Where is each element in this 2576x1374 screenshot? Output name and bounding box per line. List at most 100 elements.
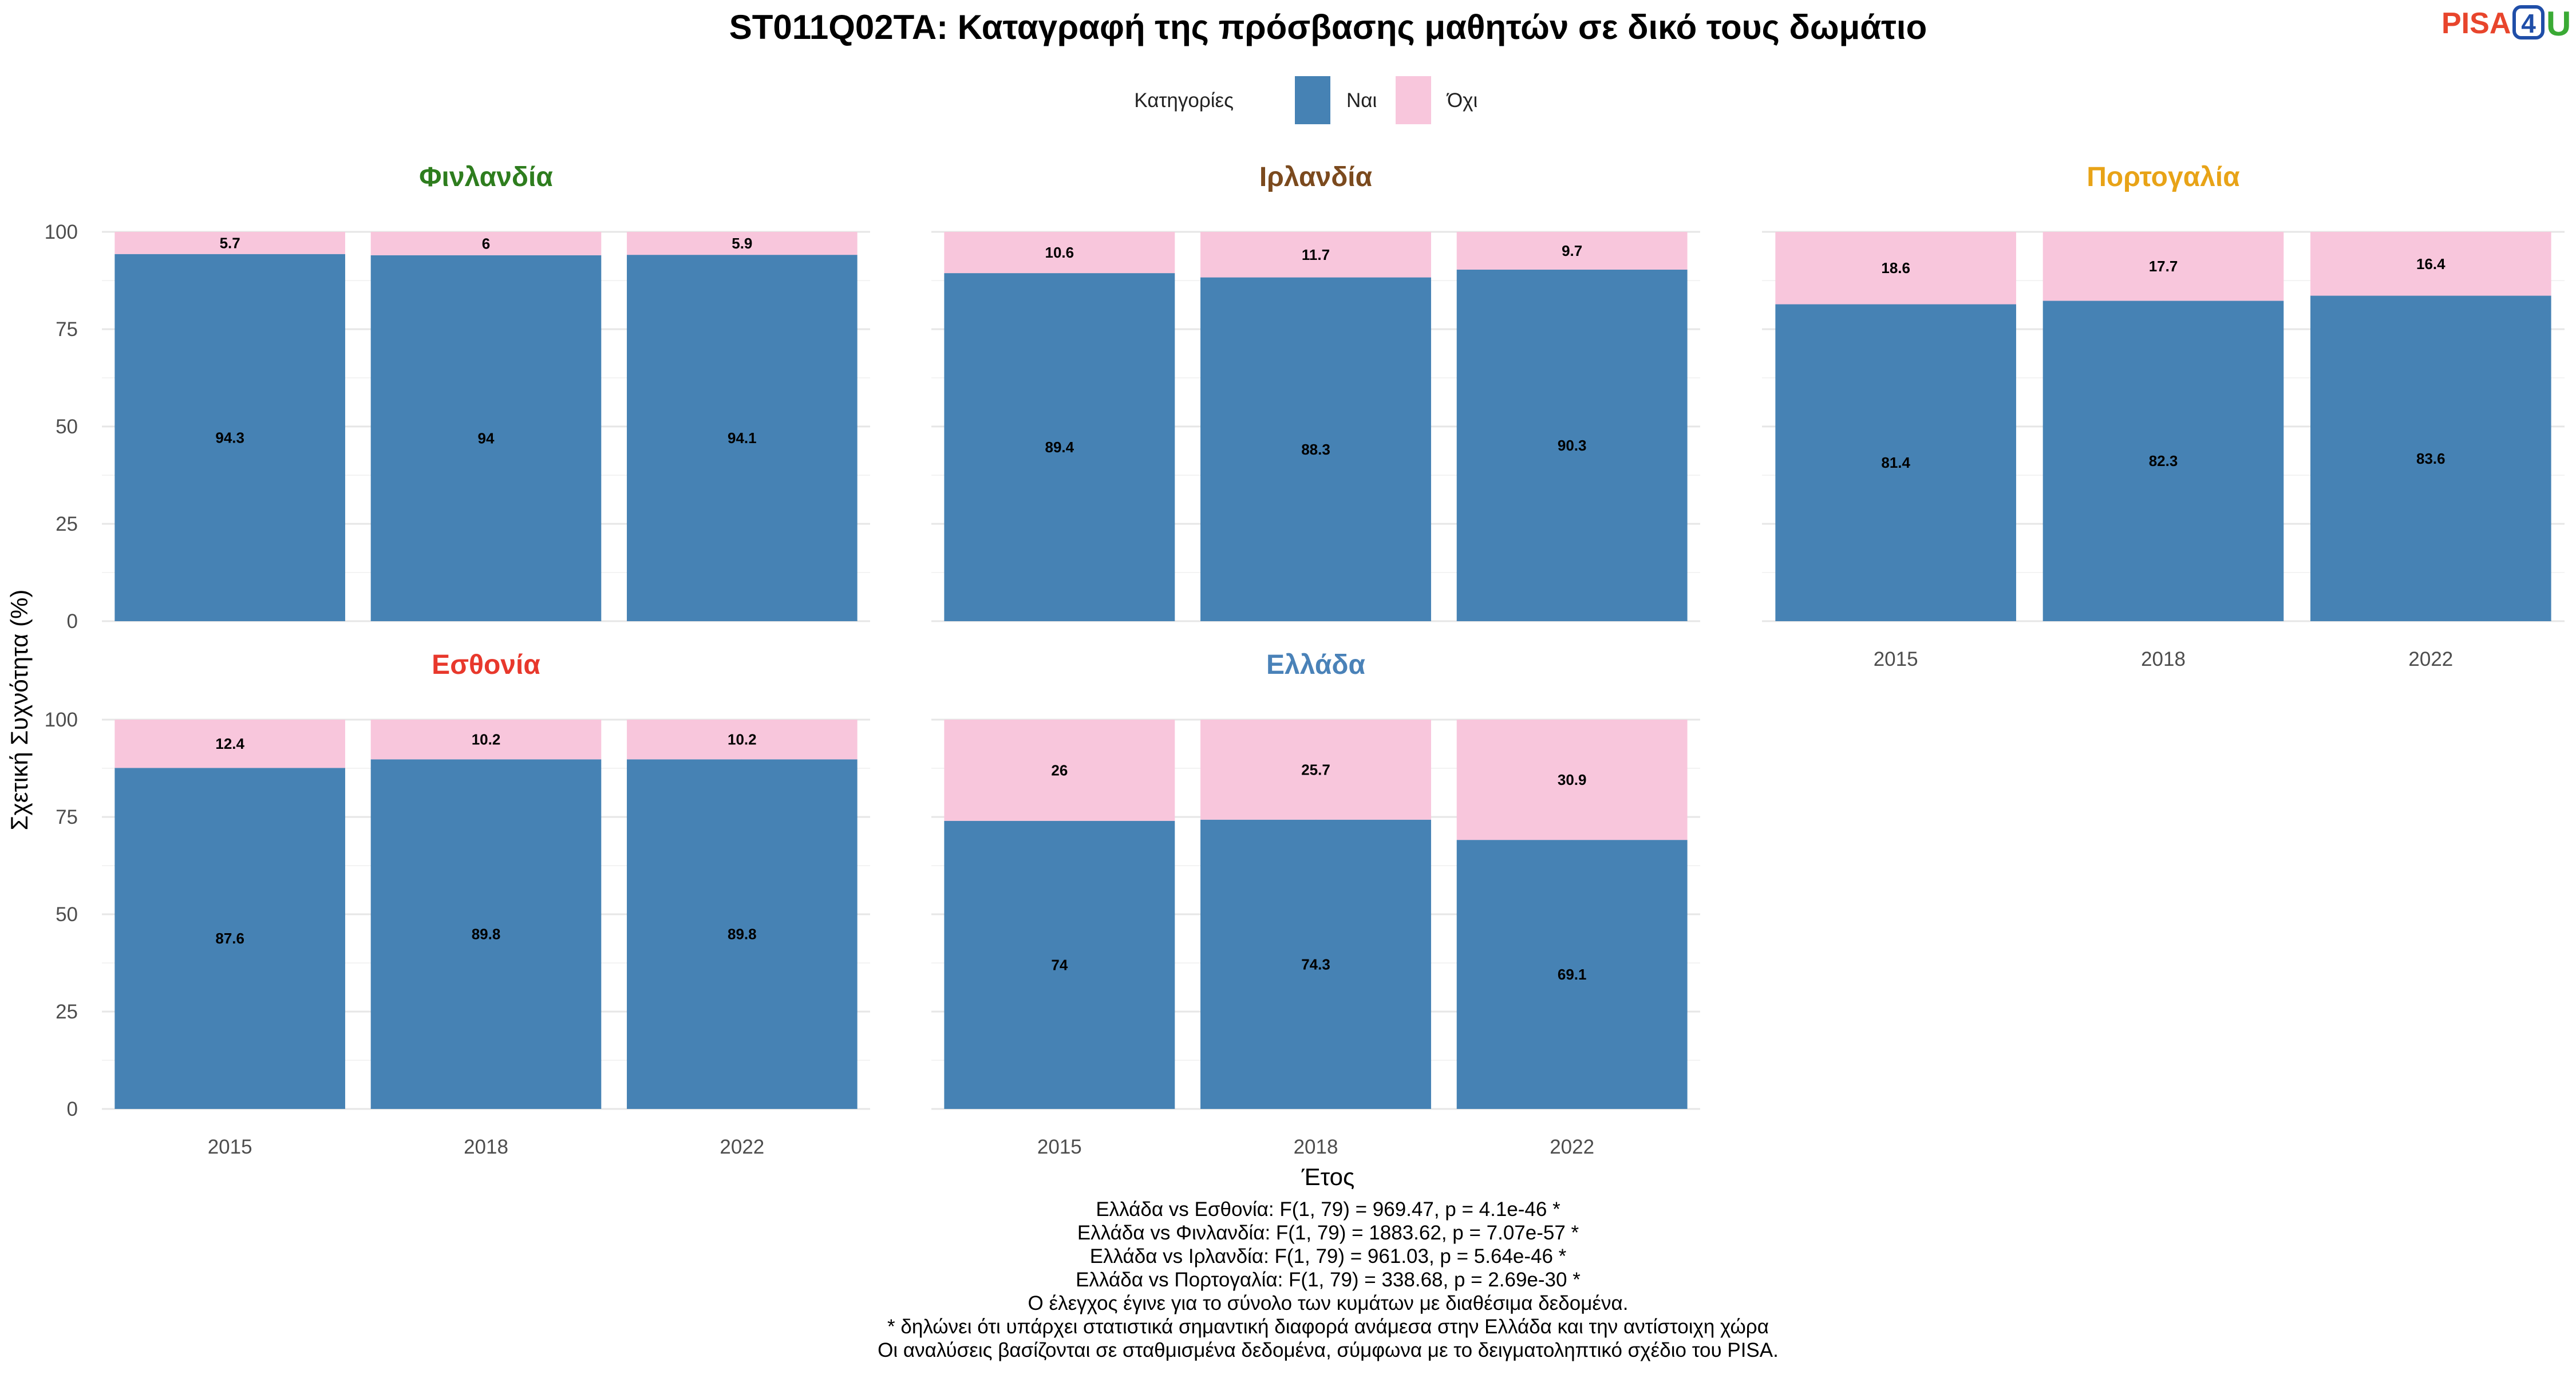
bar-segment-yes [2042, 301, 2284, 621]
legend-swatch-no [1396, 76, 1431, 124]
data-label: 10.2 [472, 731, 501, 748]
bar-segment-no [627, 720, 858, 760]
data-label: 12.4 [215, 735, 244, 752]
bar-segment-yes [370, 255, 602, 621]
legend-label-no: Όχι [1446, 89, 1477, 112]
data-label: 89.8 [728, 926, 757, 943]
y-tick-label: 75 [56, 806, 78, 828]
data-label: 10.6 [1045, 244, 1074, 261]
bar-segment-yes [370, 759, 602, 1109]
data-label: 6 [482, 235, 490, 252]
bar-segment-yes [1200, 819, 1431, 1109]
x-tick-label: 2018 [1294, 1136, 1338, 1158]
panel-title: Ιρλανδία [1259, 162, 1373, 192]
data-label: 9.7 [1562, 242, 1582, 259]
bar-segment-no [370, 232, 602, 255]
footnote-line: Ελλάδα vs Φινλανδία: F(1, 79) = 1883.62,… [1077, 1222, 1579, 1244]
panel-1: Φινλανδία 0 25 50 75 100 94.3 5.7 94 6 94.1 5.9 [45, 162, 870, 633]
data-label: 30.9 [1558, 771, 1587, 788]
bar-segment-no [2310, 232, 2551, 296]
bar-segment-no [1200, 232, 1431, 278]
data-label: 25.7 [1301, 761, 1330, 778]
bar-segment-no [627, 232, 858, 255]
bar-segment-yes [944, 820, 1175, 1109]
bar-segment-no [114, 720, 345, 768]
footnote-line: Ελλάδα vs Ιρλανδία: F(1, 79) = 961.03, p… [1090, 1245, 1567, 1268]
data-label: 94.1 [728, 429, 757, 447]
bar-segment-no [1456, 720, 1688, 840]
panel-title: Ελλάδα [1266, 650, 1365, 680]
data-label: 89.4 [1045, 439, 1074, 456]
y-tick-label: 0 [67, 610, 78, 633]
data-label: 26 [1051, 761, 1068, 779]
footnote-line: Ελλάδα vs Εσθονία: F(1, 79) = 969.47, p … [1096, 1198, 1560, 1221]
panel-title: Εσθονία [432, 650, 540, 680]
bar-segment-no [1456, 232, 1688, 270]
panels: Φινλανδία 0 25 50 75 100 94.3 5.7 94 6 94.1 5.9 Ιρλα… [45, 162, 2565, 1158]
bar-segment-yes [1775, 304, 2016, 621]
x-tick-label: 2022 [2408, 648, 2453, 670]
bar-segment-yes [2310, 295, 2551, 621]
data-label: 74.3 [1301, 956, 1330, 973]
y-tick-label: 100 [45, 221, 78, 243]
data-label: 82.3 [2149, 452, 2178, 469]
legend-swatch-yes [1295, 76, 1330, 124]
data-label: 90.3 [1558, 437, 1587, 454]
data-label: 16.4 [2416, 255, 2445, 273]
bar-segment-no [1200, 720, 1431, 820]
x-axis-title: Έτος [1301, 1163, 1355, 1190]
x-tick-label: 2015 [1874, 648, 1918, 670]
footnote-line: Οι αναλύσεις βασίζονται σε σταθμισμένα δ… [878, 1339, 1779, 1361]
x-tick-label: 2015 [1037, 1136, 1082, 1158]
legend: Κατηγορίες Ναι Όχι [1134, 76, 1477, 124]
bar-segment-no [944, 720, 1175, 821]
data-label: 83.6 [2416, 450, 2445, 467]
logo: PISA 4 U [2441, 5, 2571, 43]
data-label: 94 [478, 429, 495, 447]
bar-segment-no [2042, 232, 2284, 301]
bar-segment-yes [114, 768, 345, 1109]
x-tick-label: 2022 [1550, 1136, 1594, 1158]
data-label: 5.9 [732, 235, 752, 252]
y-tick-label: 100 [45, 709, 78, 731]
legend-label-yes: Ναι [1346, 89, 1377, 112]
x-tick-label: 2018 [2141, 648, 2186, 670]
data-label: 88.3 [1301, 441, 1330, 458]
data-label: 18.6 [1881, 259, 1910, 277]
panel-title: Φινλανδία [419, 162, 553, 192]
x-tick-label: 2022 [720, 1136, 764, 1158]
panel-5: Ελλάδα 74 26 2015 74.3 25.7 2018 69.1 30.9 2022 [931, 650, 1700, 1158]
bar-segment-yes [627, 255, 858, 621]
x-tick-label: 2015 [208, 1136, 252, 1158]
footnotes: Ελλάδα vs Εσθονία: F(1, 79) = 969.47, p … [878, 1198, 1779, 1361]
footnote-line: * δηλώνει ότι υπάρχει στατιστικά σημαντι… [887, 1316, 1769, 1338]
footnote-line: Ο έλεγχος έγινε για το σύνολο των κυμάτω… [1028, 1292, 1629, 1314]
bar-segment-no [944, 232, 1175, 274]
data-label: 74 [1051, 956, 1068, 973]
bar-segment-yes [1456, 840, 1688, 1109]
y-tick-label: 50 [56, 416, 78, 438]
data-label: 11.7 [1302, 246, 1330, 263]
footnote-line: Ελλάδα vs Πορτογαλία: F(1, 79) = 338.68,… [1076, 1269, 1581, 1291]
bar-segment-no [1775, 232, 2016, 305]
data-label: 17.7 [2149, 258, 2178, 275]
bar-segment-yes [1456, 269, 1688, 622]
bar-segment-yes [944, 273, 1175, 622]
logo-pisa-text: PISA [2441, 7, 2511, 40]
bar-segment-yes [1200, 277, 1431, 621]
panel-title: Πορτογαλία [2087, 162, 2240, 192]
y-tick-label: 75 [56, 318, 78, 341]
bar-segment-no [114, 232, 345, 254]
y-axis-title: Σχετική Συχνότητα (%) [6, 590, 33, 831]
y-tick-label: 50 [56, 903, 78, 926]
y-tick-label: 0 [67, 1098, 78, 1120]
data-label: 87.6 [215, 930, 244, 947]
logo-badge [2512, 5, 2545, 40]
data-label: 10.2 [728, 731, 757, 748]
logo-four-text: 4 [2521, 9, 2536, 38]
data-label: 81.4 [1881, 454, 1910, 471]
y-tick-label: 25 [56, 513, 78, 535]
logo-u-text: U [2546, 5, 2571, 43]
data-label: 94.3 [215, 429, 244, 446]
